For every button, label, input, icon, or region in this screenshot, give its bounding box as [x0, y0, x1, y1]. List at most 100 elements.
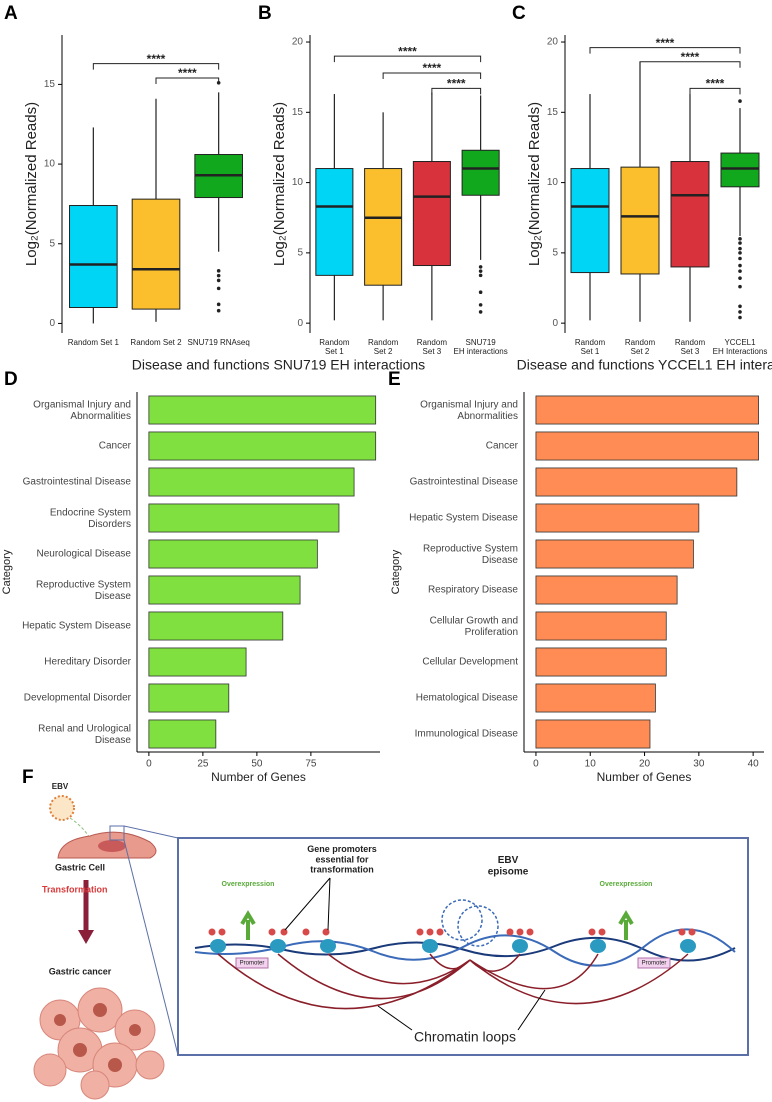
bar: [148, 431, 377, 461]
box: [461, 149, 500, 196]
x-tick-label: Random Set 1: [68, 338, 120, 347]
y-tick-label: 5: [297, 248, 303, 259]
y-tick-label: 20: [547, 37, 559, 48]
outlier: [738, 304, 742, 309]
box: [315, 168, 354, 276]
panel-label: C: [512, 3, 526, 24]
outlier: [738, 256, 742, 261]
y-tick-label: Organismal Injury and Abnormalities: [33, 399, 131, 422]
y-tick-label: Cellular Development: [422, 657, 518, 668]
significance-label: ****: [706, 77, 725, 91]
zoom-line: [123, 825, 179, 839]
promoter-label: Promoter: [240, 961, 265, 967]
nucleus-icon: [98, 840, 126, 852]
x-tick-label: Random Set 3: [417, 338, 448, 356]
y-tick-label: Neurological Disease: [37, 549, 132, 560]
bar: [535, 395, 759, 425]
outlier: [478, 265, 483, 269]
y-tick-label: 0: [49, 318, 55, 329]
outlier: [216, 308, 221, 313]
panel-label: D: [4, 369, 18, 390]
y-axis-label: Log₂(Normalized Reads): [23, 102, 40, 266]
y-tick-label: Respiratory Disease: [428, 585, 518, 596]
x-tick-label: 30: [693, 759, 705, 770]
x-tick-label: 40: [748, 759, 760, 770]
significance-bracket: [333, 55, 482, 63]
x-tick-label: 25: [197, 759, 209, 770]
arrow-head: [78, 930, 94, 944]
x-tick-label: 0: [146, 759, 152, 770]
bar: [535, 683, 656, 713]
pointer-arrow: [377, 989, 546, 1031]
y-tick-label: 15: [44, 79, 56, 90]
panel-label: A: [4, 3, 18, 24]
bar: [148, 539, 318, 569]
x-tick-label: 75: [305, 759, 317, 770]
significance-label: ****: [423, 61, 442, 75]
y-tick-label: Organismal Injury and Abnormalities: [420, 399, 518, 422]
box: [412, 161, 451, 267]
histone-marks: [208, 928, 696, 936]
diagram: F EBV Gastric Cell Transformation Gastri…: [22, 767, 749, 1100]
pointer-arrow: [284, 877, 331, 931]
outlier: [478, 269, 483, 273]
promoters-label: Gene promoters essential for transformatio…: [307, 844, 377, 875]
y-tick-label: Cancer: [486, 441, 519, 452]
outlier: [478, 303, 483, 307]
significance-bracket: [431, 87, 482, 95]
y-tick-label: Reproductive System Disease: [423, 543, 518, 566]
y-tick-label: 10: [547, 177, 559, 188]
outlier: [738, 237, 742, 241]
significance-bracket: [382, 72, 482, 79]
x-tick-label: Random Set 2: [625, 338, 656, 356]
outlier: [738, 241, 742, 245]
outlier: [216, 302, 221, 307]
chromatin-loops: [217, 953, 689, 1010]
outlier: [216, 273, 221, 278]
tumor-nuclei: [54, 1003, 141, 1072]
x-tick-label: YCCEL1 EH Interactions: [713, 338, 768, 356]
loops-label: Chromatin loops: [414, 1029, 516, 1045]
y-tick-label: Hepatic System Disease: [409, 513, 518, 524]
bar: [148, 647, 247, 677]
x-tick-label: 0: [533, 759, 539, 770]
chart-title: Disease and functions SNU719 EH interact…: [132, 357, 425, 373]
significance-label: ****: [178, 66, 197, 80]
outlier: [738, 269, 742, 273]
outlier: [738, 99, 742, 103]
significance-bracket: [689, 87, 741, 95]
significance-label: ****: [398, 44, 417, 58]
outlier: [216, 269, 221, 273]
promoter-label: Promoter: [642, 961, 667, 967]
outlier: [738, 246, 742, 251]
y-tick-label: Cellular Growth and Proliferation: [430, 615, 518, 638]
y-tick-label: Immunological Disease: [415, 729, 519, 740]
panel-label: E: [388, 369, 401, 390]
y-tick-label: Hepatic System Disease: [22, 621, 131, 632]
bar: [535, 647, 667, 677]
bar: [148, 395, 377, 425]
x-tick-label: SNU719 RNAseq: [188, 338, 250, 347]
transformation-label: Transformation: [42, 884, 108, 894]
significance-label: ****: [681, 50, 700, 64]
y-tick-label: 0: [552, 318, 558, 329]
x-tick-label: Random Set 3: [675, 338, 706, 356]
y-tick-label: 15: [547, 107, 559, 118]
outlier: [216, 286, 221, 291]
box: [670, 161, 710, 268]
y-tick-label: Reproductive System Disease: [36, 579, 131, 602]
promoter-box: [235, 957, 269, 969]
bar: [535, 539, 694, 569]
x-tick-label: Random Set 2: [130, 338, 182, 347]
outlier: [738, 310, 742, 314]
y-tick-label: Gastrointestinal Disease: [410, 477, 519, 488]
overexpression-label: Overexpression: [222, 881, 275, 888]
bar: [148, 611, 284, 641]
outlier: [738, 276, 742, 280]
bar: [535, 503, 700, 533]
bar: [148, 503, 340, 533]
significance-bracket: [589, 47, 741, 54]
panel-label: B: [258, 3, 272, 24]
x-tick-label: Random Set 2: [368, 338, 399, 356]
